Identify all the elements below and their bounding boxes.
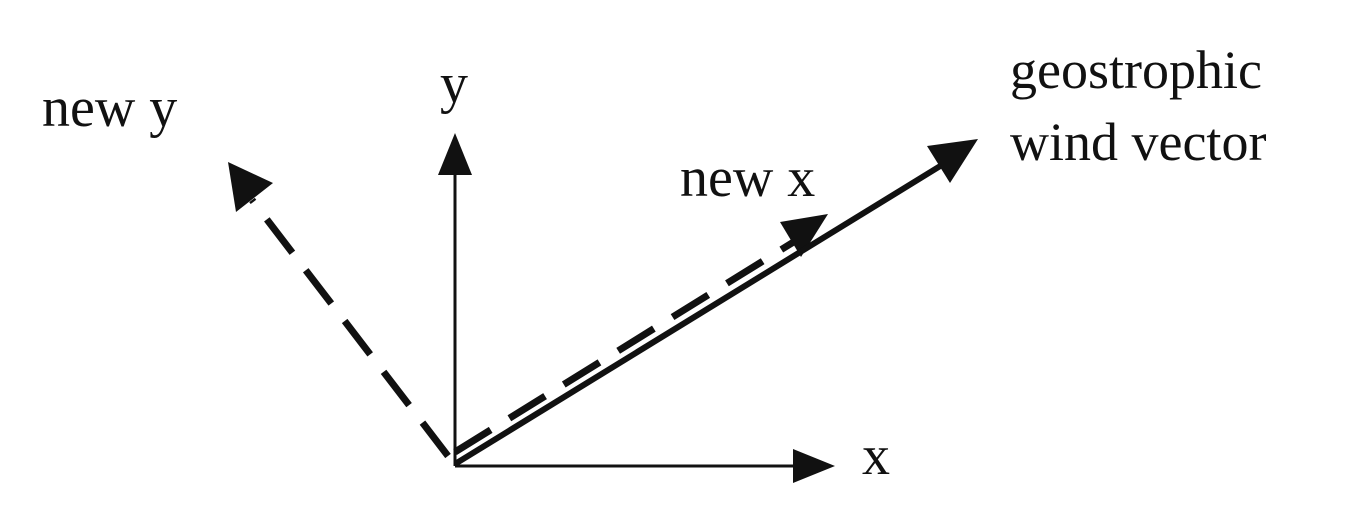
new-y-label: new y (42, 77, 177, 139)
geostrophic-wind-vector (453, 139, 978, 467)
wind-vector-line (453, 157, 952, 467)
y-axis-arrowhead (438, 133, 472, 175)
new-x-axis-line (453, 235, 802, 455)
new-y-axis (228, 162, 451, 459)
wind-vector-label-line2: wind vector (1010, 112, 1266, 172)
wind-vector-label-line1: geostrophic (1010, 40, 1262, 100)
wind-vector-arrowhead (927, 139, 978, 183)
new-x-axis-arrowhead (780, 214, 828, 257)
x-axis-arrowhead (793, 449, 835, 483)
x-axis (455, 449, 835, 483)
y-axis-label: y (440, 53, 468, 115)
y-axis (438, 133, 472, 466)
new-x-label: new x (680, 147, 815, 209)
new-y-axis-line (249, 197, 451, 459)
new-x-axis (453, 214, 828, 455)
x-axis-label: x (862, 425, 890, 487)
new-y-axis-arrowhead (228, 162, 273, 212)
